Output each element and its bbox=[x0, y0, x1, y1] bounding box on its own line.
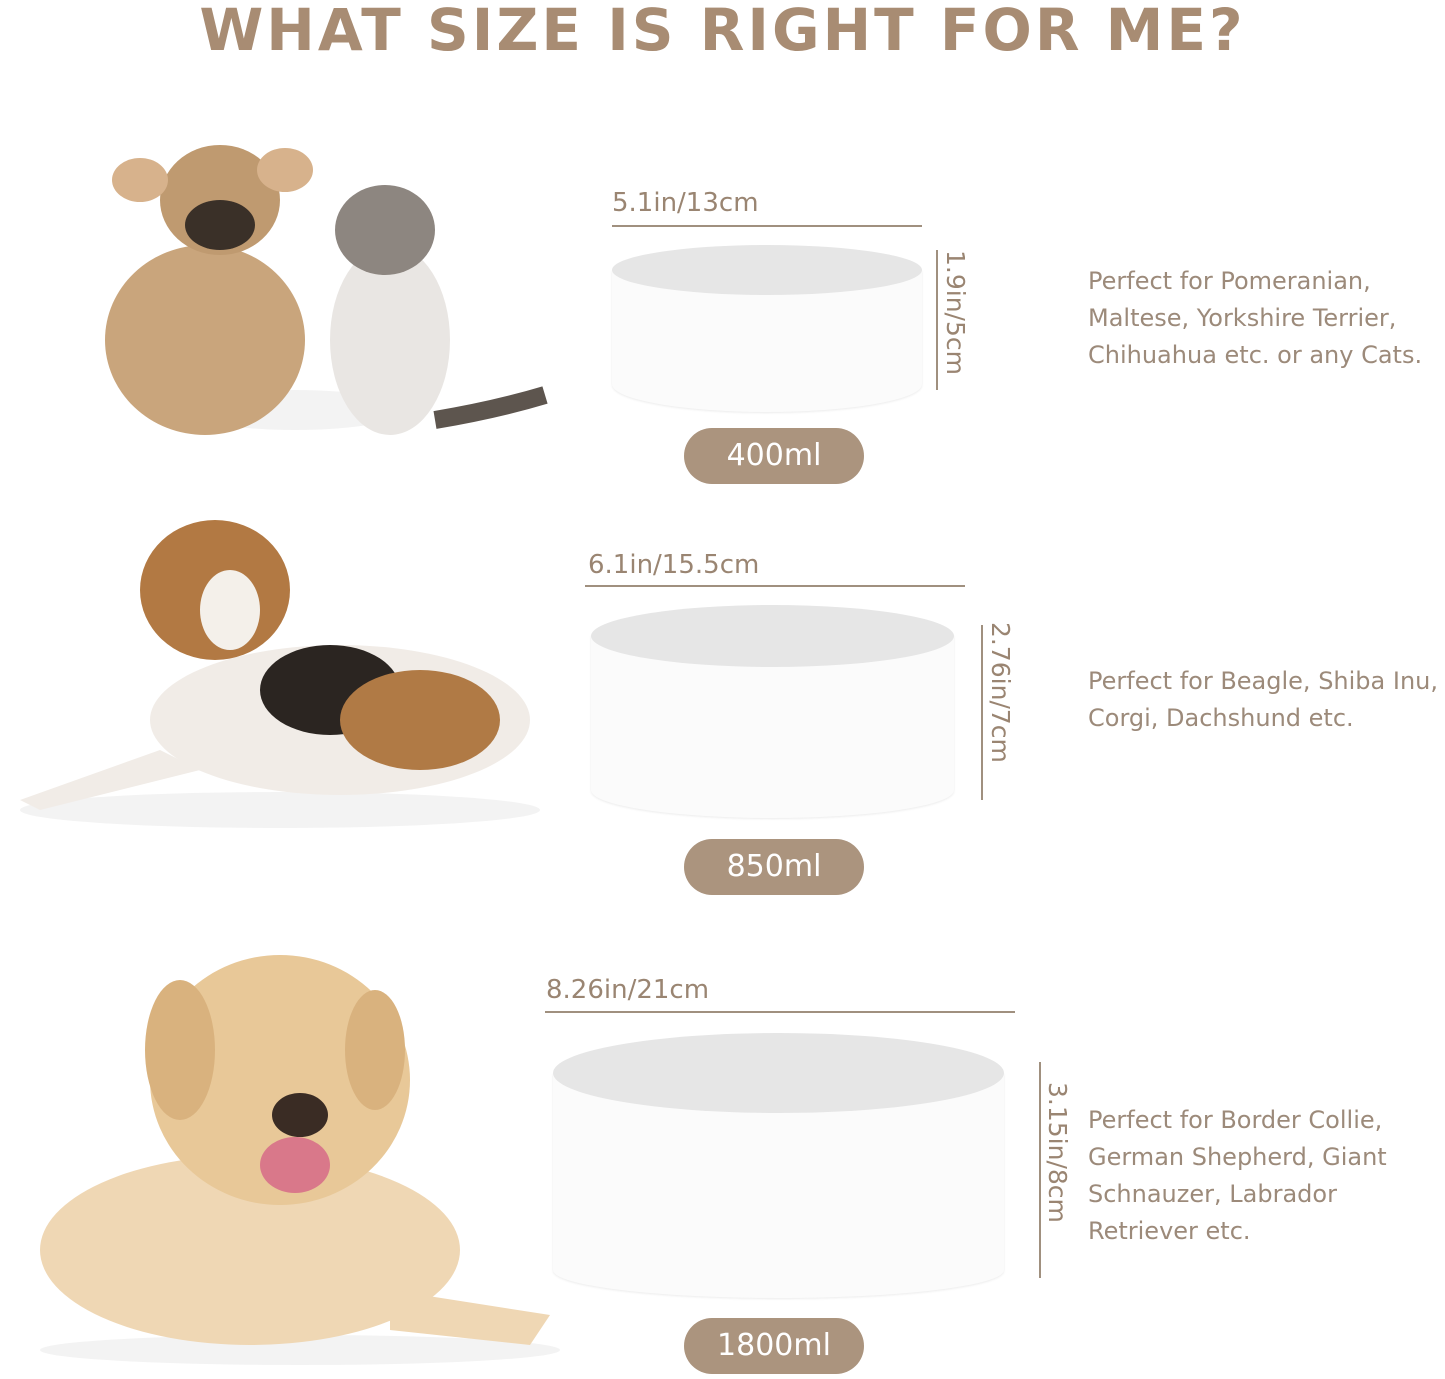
width-label: 5.1in/13cm bbox=[612, 188, 759, 218]
height-line bbox=[936, 250, 938, 390]
height-label: 1.9in/5cm bbox=[941, 250, 970, 375]
width-line bbox=[612, 225, 922, 227]
french-bulldog-and-kitten-image bbox=[105, 145, 548, 435]
labrador-image bbox=[40, 955, 560, 1365]
page-title: WHAT SIZE IS RIGHT FOR ME? bbox=[199, 0, 1246, 64]
bowl-400ml bbox=[612, 245, 922, 412]
height-line bbox=[1039, 1062, 1041, 1278]
breed-description: Perfect for Beagle, Shiba Inu, Corgi, Da… bbox=[1088, 667, 1439, 732]
width-line bbox=[585, 585, 965, 587]
breed-description: Perfect for Pomeranian, Maltese, Yorkshi… bbox=[1088, 267, 1423, 369]
capacity-badge: 1800ml bbox=[684, 1318, 864, 1374]
bowl-1800ml bbox=[553, 1033, 1004, 1298]
width-line bbox=[545, 1011, 1015, 1013]
breed-description: Perfect for Border Collie, German Shephe… bbox=[1088, 1106, 1387, 1245]
width-label: 8.26in/21cm bbox=[546, 975, 710, 1005]
bowl-850ml bbox=[591, 605, 954, 818]
height-line bbox=[981, 625, 983, 800]
width-label: 6.1in/15.5cm bbox=[588, 550, 760, 580]
capacity-badge: 400ml bbox=[684, 428, 864, 484]
capacity-badge: 850ml bbox=[684, 839, 864, 895]
height-label: 3.15in/8cm bbox=[1043, 1082, 1072, 1223]
beagle-image bbox=[20, 520, 540, 828]
height-label: 2.76in/7cm bbox=[986, 622, 1015, 763]
